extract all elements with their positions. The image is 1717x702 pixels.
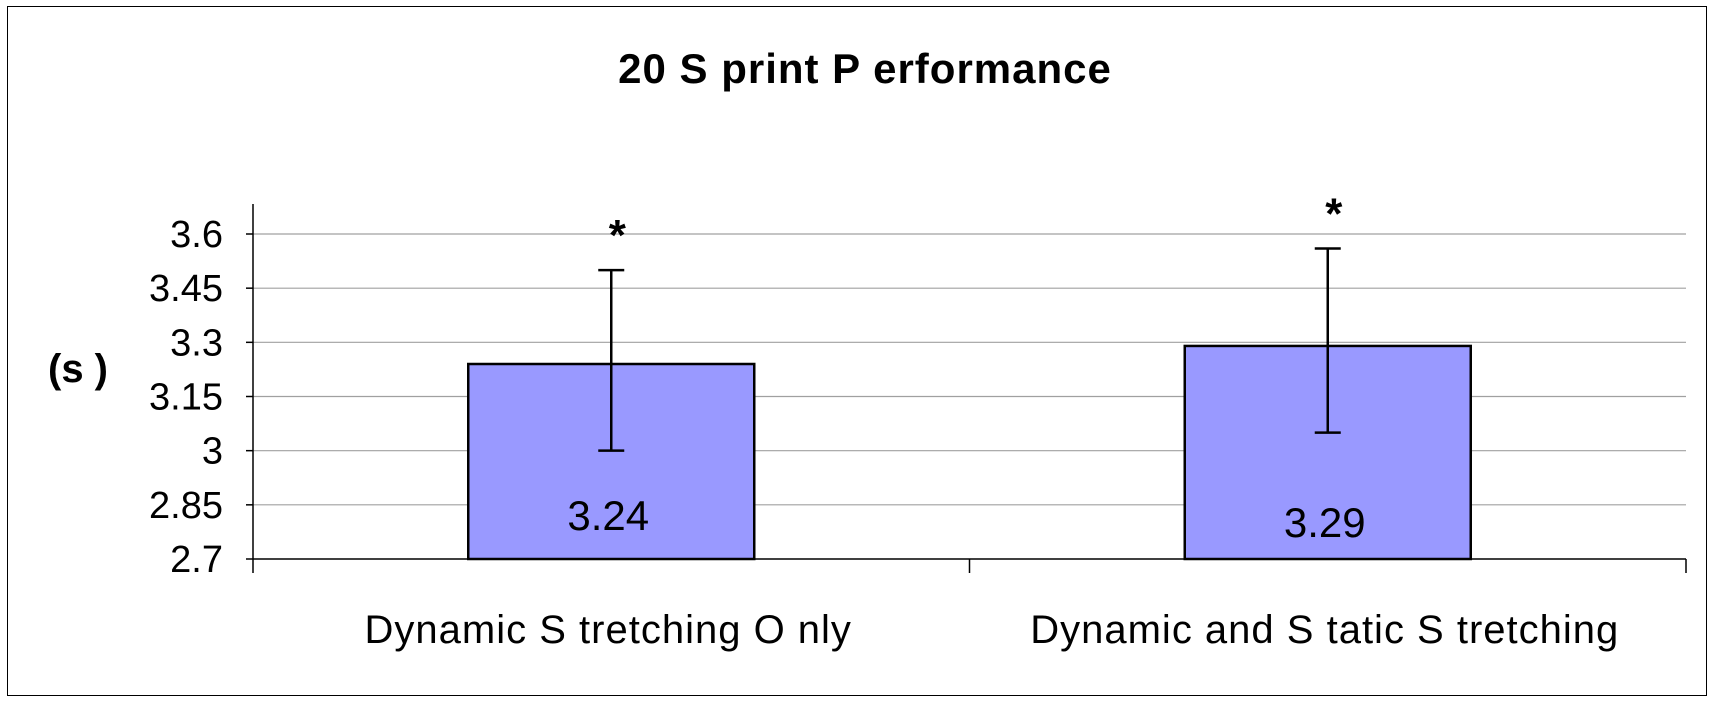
significance-marker: *	[1325, 189, 1343, 238]
bars	[467, 247, 1472, 561]
chart-frame: 20 S print P erformance (s ) 2.7 2.85 3 3.1…	[7, 6, 1707, 696]
bar-chart: 20 S print P erformance (s ) 2.7 2.85 3 3.1…	[48, 45, 1687, 652]
chart-title: 20 S print P erformance	[618, 45, 1112, 92]
y-axis-label: (s )	[48, 347, 108, 391]
y-tick-label: 2.85	[149, 485, 223, 527]
y-tick-label: 3.3	[170, 322, 223, 364]
data-label: 3.29	[1284, 499, 1366, 546]
x-tick-label: Dynamic S tretching O nly	[365, 608, 852, 652]
y-tick-label: 3.45	[149, 268, 223, 310]
y-tick-label: 3.15	[149, 377, 223, 419]
x-tick-label: Dynamic and S tatic S tretching	[1030, 608, 1619, 652]
data-label: 3.24	[567, 492, 649, 539]
y-tick-label: 3	[202, 431, 223, 473]
y-tick-label: 3.6	[170, 214, 223, 256]
labels: 2.7 2.85 3 3.15 3.3 3.45 3.6 * 3.24 Dynamic S tre…	[149, 189, 1619, 652]
y-tick-label: 2.7	[170, 539, 223, 581]
significance-marker: *	[609, 211, 627, 260]
